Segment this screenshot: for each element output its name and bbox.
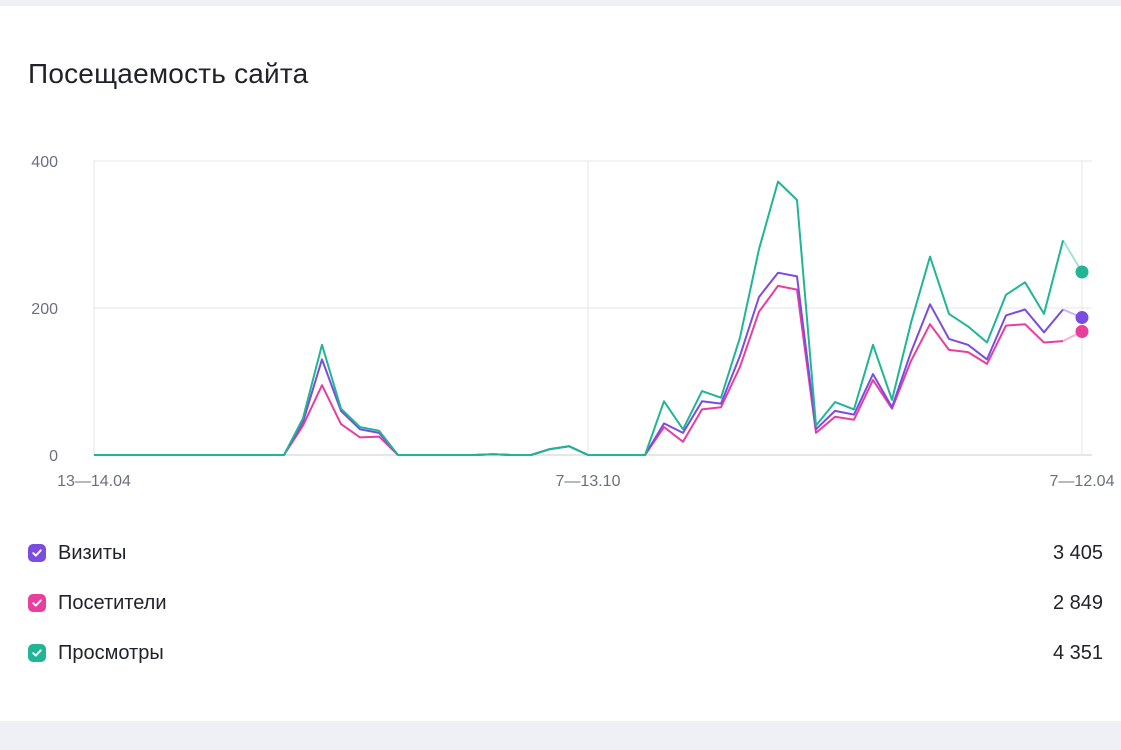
legend-total-pageviews: 4 351 <box>1052 641 1103 664</box>
chart-legend: Визиты 3 405 Посетители 2 849 Просмотры … <box>28 528 1103 678</box>
legend-item-visits[interactable]: Визиты 3 405 <box>28 528 1103 578</box>
chart-grid <box>93 160 1092 456</box>
chart-series <box>94 180 1089 456</box>
legend-total-visitors: 2 849 <box>1052 591 1103 614</box>
series-end-point-visits[interactable] <box>1075 311 1089 325</box>
legend-item-pageviews[interactable]: Просмотры 4 351 <box>28 628 1103 678</box>
x-tick-label: 13—14.04 <box>57 473 131 490</box>
legend-total-visits: 3 405 <box>1052 541 1103 564</box>
card-title: Посещаемость сайта <box>28 58 309 89</box>
y-tick-label: 400 <box>31 154 58 171</box>
check-icon <box>32 649 42 657</box>
legend-label-visitors: Посетители <box>58 591 167 614</box>
series-line-visitors[interactable] <box>94 284 1064 456</box>
traffic-card: Посещаемость сайта <box>0 6 1121 721</box>
y-tick-label: 200 <box>31 301 58 318</box>
x-tick-label: 7—13.10 <box>556 473 621 490</box>
check-icon <box>32 599 42 607</box>
checkbox-visitors[interactable] <box>28 594 46 612</box>
legend-item-visitors[interactable]: Посетители 2 849 <box>28 578 1103 628</box>
legend-label-visits: Визиты <box>58 541 127 564</box>
series-end-point-pageviews[interactable] <box>1075 265 1089 279</box>
x-tick-label: 7—12.04 <box>1050 473 1115 490</box>
y-tick-label: 0 <box>49 448 58 465</box>
chart-axes: 0 200 400 13—14.04 7—13.10 7—12.04 <box>31 154 1114 490</box>
legend-label-pageviews: Просмотры <box>58 641 164 664</box>
page-bottom-strip <box>0 721 1121 750</box>
checkbox-pageviews[interactable] <box>28 644 46 662</box>
checkbox-visits[interactable] <box>28 544 46 562</box>
series-end-point-visitors[interactable] <box>1075 325 1089 339</box>
series-line-pageviews[interactable] <box>94 180 1064 456</box>
check-icon <box>32 549 42 557</box>
